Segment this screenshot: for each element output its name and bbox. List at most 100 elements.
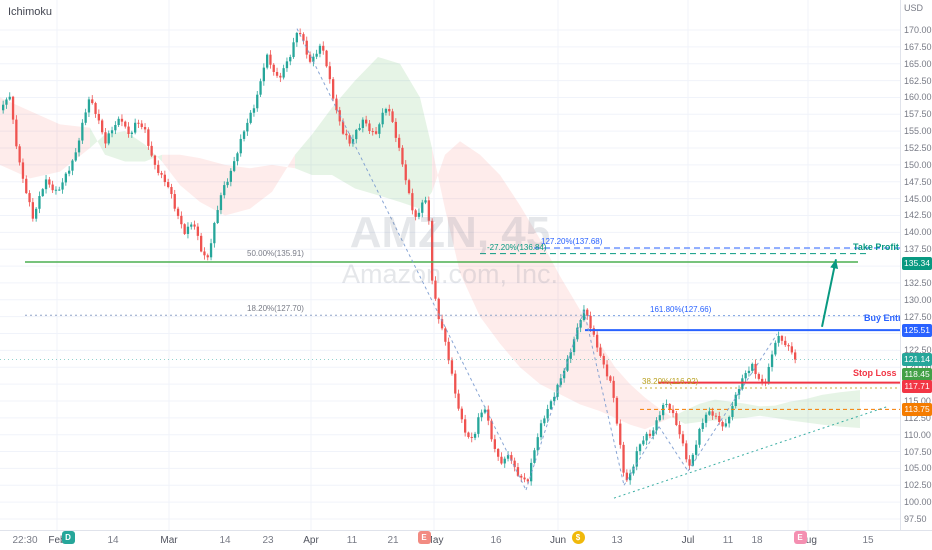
price-tick: 120.00 (904, 362, 932, 372)
candle-body (295, 32, 298, 43)
support-trendline[interactable] (613, 405, 889, 499)
candle-body (236, 153, 239, 162)
candle-body (447, 341, 450, 361)
event-badge-$[interactable]: $ (571, 531, 585, 544)
candle-body (619, 423, 622, 445)
price-tick: 150.00 (904, 159, 932, 170)
ichimoku-cloud-segment (162, 154, 180, 186)
candle-body (239, 138, 242, 154)
candle-body (757, 374, 760, 379)
ichimoku-cloud-segment (378, 56, 400, 202)
candle-body (38, 196, 41, 209)
projection-arrow-shaft[interactable] (821, 259, 837, 327)
ichimoku-indicator-label[interactable]: Ichimoku (8, 6, 53, 18)
fib-trendline-may-jun[interactable] (525, 310, 585, 491)
time-tick-Jun: Jun (549, 535, 567, 546)
ichimoku-cloud-segment (145, 144, 162, 162)
candle-body (18, 146, 21, 163)
chart-annotations-layer: 50.00%(135.91) 18.20%(127.70) -27.20%(136.… (247, 236, 907, 386)
candle-body (464, 419, 467, 433)
candle-body (289, 57, 292, 62)
candle-body (84, 112, 87, 123)
event-badge-E[interactable]: E (417, 531, 431, 544)
candle-body (685, 443, 688, 460)
candle-body (249, 112, 252, 123)
fib-38-label[interactable]: 38.20%(116.92) (642, 377, 699, 386)
candle-body (368, 123, 371, 132)
price-tick: 110.00 (904, 429, 931, 440)
price-tick: 115.00 (904, 395, 931, 406)
chart-canvas[interactable] (0, 0, 900, 530)
ichimoku-cloud-segment (225, 164, 250, 216)
fib-50-label[interactable]: 50.00%(135.91) (247, 248, 304, 258)
ichimoku-cloud-segment (200, 158, 225, 216)
time-tick-16: 16 (490, 535, 502, 546)
candle-body (120, 118, 124, 122)
candle-body (490, 420, 493, 440)
candle-body (770, 354, 774, 367)
ichimoku-cloud-segment (806, 394, 822, 425)
candle-body (140, 123, 143, 128)
ichimoku-cloud-segment (600, 343, 615, 418)
trend-lines-layer (296, 28, 889, 499)
candle-body (308, 54, 312, 62)
fib-161-label[interactable]: 161.80%(127.66) (650, 304, 712, 314)
candle-body (734, 394, 737, 407)
fib-trendline-apr-may[interactable] (296, 28, 527, 491)
time-tick-Apr: Apr (303, 535, 319, 546)
buy-entry-label[interactable]: Buy Entry (864, 313, 907, 324)
candle-body (41, 189, 44, 197)
candle-body (150, 145, 153, 156)
candle-body (724, 423, 727, 427)
candle-body (2, 104, 5, 111)
candle-body (200, 235, 203, 252)
zigzag-1[interactable] (623, 426, 660, 486)
candle-body (15, 119, 18, 147)
fib-neg27-label[interactable]: -27.20%(136.84) (487, 242, 547, 252)
candle-body (579, 320, 582, 328)
time-tick-14: 14 (219, 535, 231, 546)
time-tick-15: 15 (862, 535, 874, 546)
candle-body (348, 135, 351, 144)
candle-body (592, 328, 595, 335)
event-badge-D[interactable]: D (61, 531, 75, 544)
candle-body (520, 475, 523, 478)
candle-body (365, 119, 368, 124)
candle-body (87, 99, 91, 113)
price-tick: 137.50 (904, 244, 932, 255)
take-profit-label[interactable]: Take Profit (853, 242, 899, 253)
candle-body (302, 34, 305, 41)
candle-body (790, 346, 793, 353)
candle-body (767, 366, 770, 383)
fib-18-label[interactable]: 18.20%(127.70) (247, 304, 304, 314)
candle-body (450, 360, 454, 374)
candle-body (25, 178, 28, 194)
price-axis[interactable]: USD 97.50 100.00 102.50 105.00 107.50 110.00 1… (900, 0, 932, 530)
fib-127-label[interactable]: 127.20%(137.68) (541, 236, 603, 246)
stop-loss-label[interactable]: Stop Loss (853, 367, 897, 378)
ichimoku-cloud-segment (105, 131, 125, 162)
candle-body (602, 355, 605, 365)
candle-body (460, 408, 463, 420)
candle-body (737, 389, 741, 395)
event-badge-E[interactable]: E (793, 531, 807, 544)
candle-body (143, 127, 147, 130)
ichimoku-cloud-segment (295, 134, 312, 176)
candle-body (335, 98, 338, 111)
candle-body (391, 111, 394, 122)
price-label-117.71: 117.71 (902, 380, 932, 394)
chart-plot-area[interactable]: AMZN, 45 Amazon.com, Inc. Ichimoku 50.00… (0, 0, 907, 530)
time-axis[interactable]: 22:30 Feb 14 Mar 14 23 Apr 11 21 May 16 Jun 13 Jul 11 1… (0, 530, 932, 550)
candle-body (355, 129, 358, 140)
candle-body (596, 334, 599, 348)
candle-body (107, 133, 110, 144)
ichimoku-cloud-segment (272, 154, 295, 192)
zigzag-2[interactable] (658, 426, 689, 472)
price-tick: 105.00 (904, 463, 932, 474)
candle-body (259, 81, 262, 95)
price-tick: 167.50 (904, 41, 932, 52)
price-tick: 155.00 (904, 126, 932, 137)
candle-body (328, 66, 331, 80)
ichimoku-cloud-segment (0, 97, 30, 179)
